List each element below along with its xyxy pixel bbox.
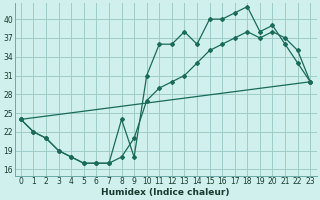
X-axis label: Humidex (Indice chaleur): Humidex (Indice chaleur)	[101, 188, 230, 197]
